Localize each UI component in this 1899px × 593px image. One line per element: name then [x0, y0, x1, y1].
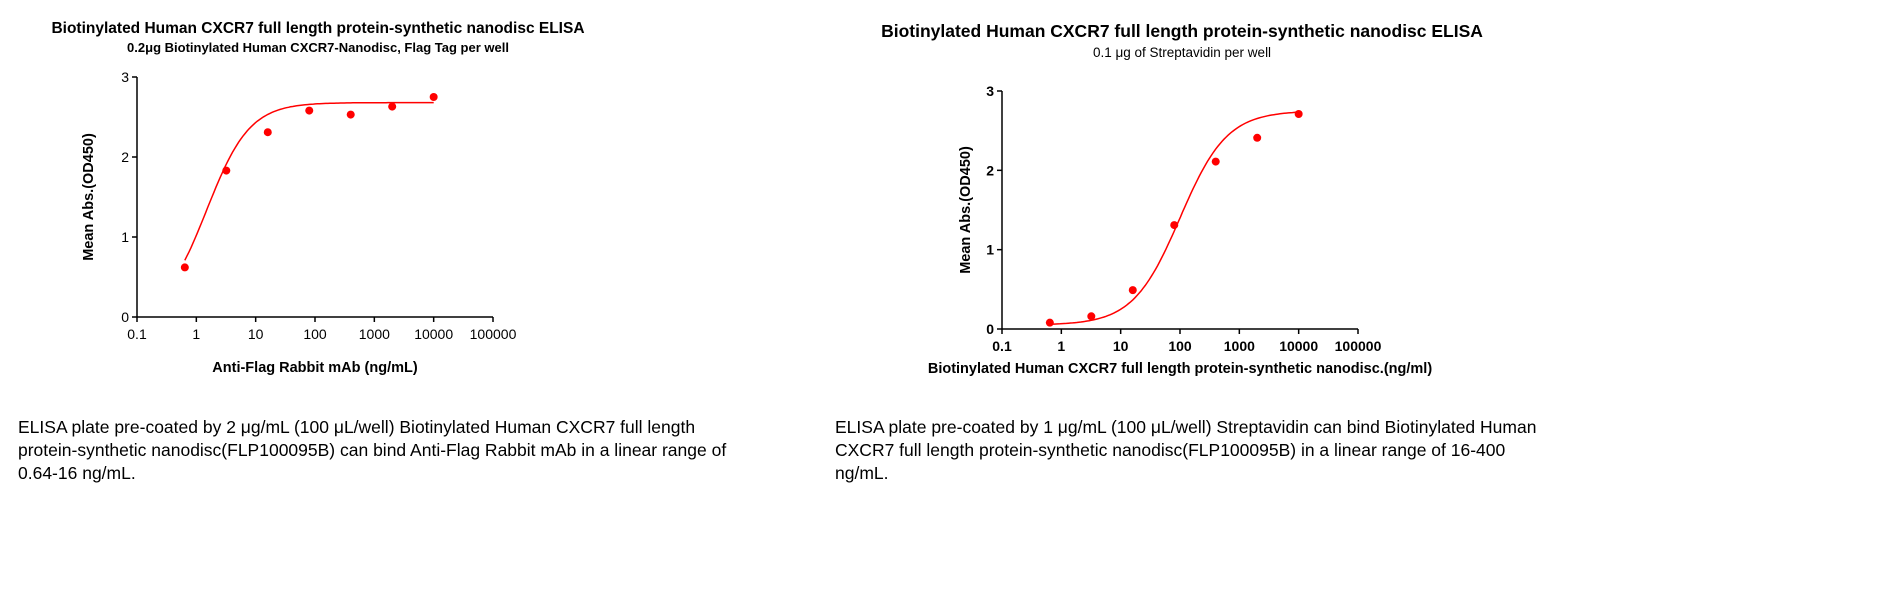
x-tick-label: 100 — [1168, 338, 1192, 354]
chart-title: Biotinylated Human CXCR7 full length pro… — [881, 21, 1483, 41]
x-axis-label: Biotinylated Human CXCR7 full length pro… — [928, 361, 1432, 377]
data-point — [1128, 286, 1137, 295]
x-tick-label: 10 — [248, 326, 264, 342]
data-point — [429, 93, 438, 101]
y-tick-label: 1 — [121, 229, 129, 245]
caption-left: ELISA plate pre-coated by 2 μg/mL (100 μ… — [18, 417, 727, 483]
x-tick-label: 100000 — [1335, 338, 1382, 354]
data-point — [346, 110, 355, 119]
x-axis-label: Anti-Flag Rabbit mAb (ng/mL) — [212, 360, 418, 376]
x-tick-label: 1 — [1057, 338, 1065, 354]
y-tick-label: 0 — [121, 309, 129, 325]
data-point — [222, 166, 231, 175]
x-tick-label: 1 — [192, 326, 200, 342]
y-tick-label: 1 — [986, 242, 994, 258]
y-tick-label: 2 — [121, 149, 129, 165]
y-axis-label: Mean Abs.(OD450) — [958, 146, 974, 274]
y-tick-label: 0 — [986, 321, 994, 337]
y-tick-label: 2 — [986, 162, 994, 178]
data-point — [1294, 110, 1303, 119]
x-tick-label: 0.1 — [127, 326, 147, 342]
x-tick-label: 10000 — [414, 326, 453, 342]
x-tick-label: 1000 — [359, 326, 390, 342]
x-tick-label: 10000 — [1279, 338, 1318, 354]
data-point — [263, 128, 272, 137]
data-point — [1170, 221, 1179, 230]
data-point — [1211, 157, 1220, 166]
fit-curve — [184, 101, 434, 261]
caption-right: ELISA plate pre-coated by 1 μg/mL (100 μ… — [835, 417, 1537, 483]
data-point — [180, 263, 189, 272]
data-point — [1253, 133, 1262, 142]
x-tick-label: 10 — [1113, 338, 1129, 354]
data-point — [388, 102, 397, 111]
x-tick-label: 0.1 — [992, 338, 1012, 354]
chart-title: Biotinylated Human CXCR7 full length pro… — [51, 20, 584, 37]
y-tick-label: 3 — [121, 69, 129, 85]
x-tick-label: 100000 — [470, 326, 517, 342]
data-point — [1045, 318, 1054, 327]
data-point — [305, 106, 314, 115]
data-point — [1087, 312, 1096, 321]
chart-subtitle: 0.2μg Biotinylated Human CXCR7-Nanodisc,… — [127, 40, 509, 55]
fit-curve — [1049, 111, 1299, 325]
y-axis-label: Mean Abs.(OD450) — [81, 133, 97, 261]
y-tick-label: 3 — [986, 83, 994, 99]
x-tick-label: 100 — [303, 326, 327, 342]
chart-subtitle: 0.1 μg of Streptavidin per well — [1093, 45, 1271, 60]
x-tick-label: 1000 — [1224, 338, 1255, 354]
